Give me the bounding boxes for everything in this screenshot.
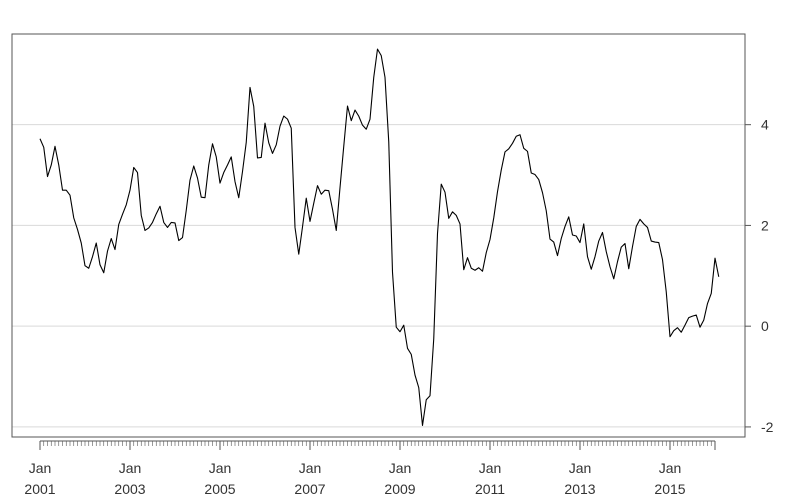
x-tick-label-month: Jan — [29, 460, 52, 476]
x-tick-label-year: 2011 — [475, 481, 505, 497]
x-tick-label-year: 2001 — [24, 481, 55, 497]
x-tick-label-month: Jan — [479, 460, 502, 476]
x-axis: Jan 2001 Jan 2003 Jan 2005 Jan 2007 Jan 2009 Jan 20… — [24, 440, 716, 497]
y-axis: -2 0 2 4 — [745, 117, 774, 435]
x-tick-label-month: Jan — [299, 460, 322, 476]
series-line — [39, 48, 720, 426]
y-tick-label: -2 — [761, 419, 774, 435]
x-tick-label-year: 2013 — [564, 481, 595, 497]
x-tick-label-year: 2007 — [294, 481, 325, 497]
y-tick-label: 2 — [761, 217, 769, 233]
x-tick-label-month: Jan — [389, 460, 412, 476]
y-tick-label: 0 — [761, 318, 769, 334]
y-tick-label: 4 — [761, 117, 769, 133]
x-tick-label-year: 2015 — [654, 481, 685, 497]
x-tick-label-year: 2003 — [114, 481, 145, 497]
plot-frame — [11, 33, 746, 438]
gridlines — [12, 124, 745, 428]
x-tick-label-year: 2009 — [384, 481, 415, 497]
series-layer — [39, 48, 720, 426]
x-tick-label-month: Jan — [569, 460, 592, 476]
x-tick-label-month: Jan — [119, 460, 142, 476]
x-tick-label-year: 2005 — [204, 481, 235, 497]
x-tick-label-month: Jan — [659, 460, 682, 476]
x-tick-label-month: Jan — [209, 460, 232, 476]
